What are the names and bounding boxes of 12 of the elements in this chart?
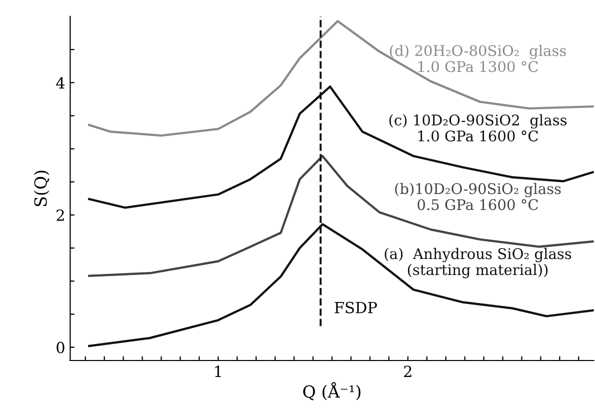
ref-line-label: FSDP: [334, 302, 377, 314]
line-series: [88, 154, 594, 277]
series-label: (b)10D₂O-90SiO₂ glass 0.5 GPa 1600 °C: [395, 182, 561, 210]
y-tick-label: 2: [56, 209, 64, 221]
series-label: (d) 20H₂O-80SiO₂ glass 1.0 GPa 1300 °C: [390, 44, 566, 72]
x-tick-label: 1: [215, 366, 221, 377]
y-tick-label: 4: [56, 77, 65, 88]
y-axis-title: S(Q): [34, 170, 50, 206]
x-axis-title: Q (Å⁻¹): [303, 382, 360, 400]
series-label: (a) Anhydrous SiO₂ glass (starting material)): [384, 248, 572, 278]
series-label: (c) 10D₂O-90SiO2 glass 1.0 GPa 1600 °C: [389, 114, 567, 142]
y-tick-label: 0: [56, 342, 64, 354]
